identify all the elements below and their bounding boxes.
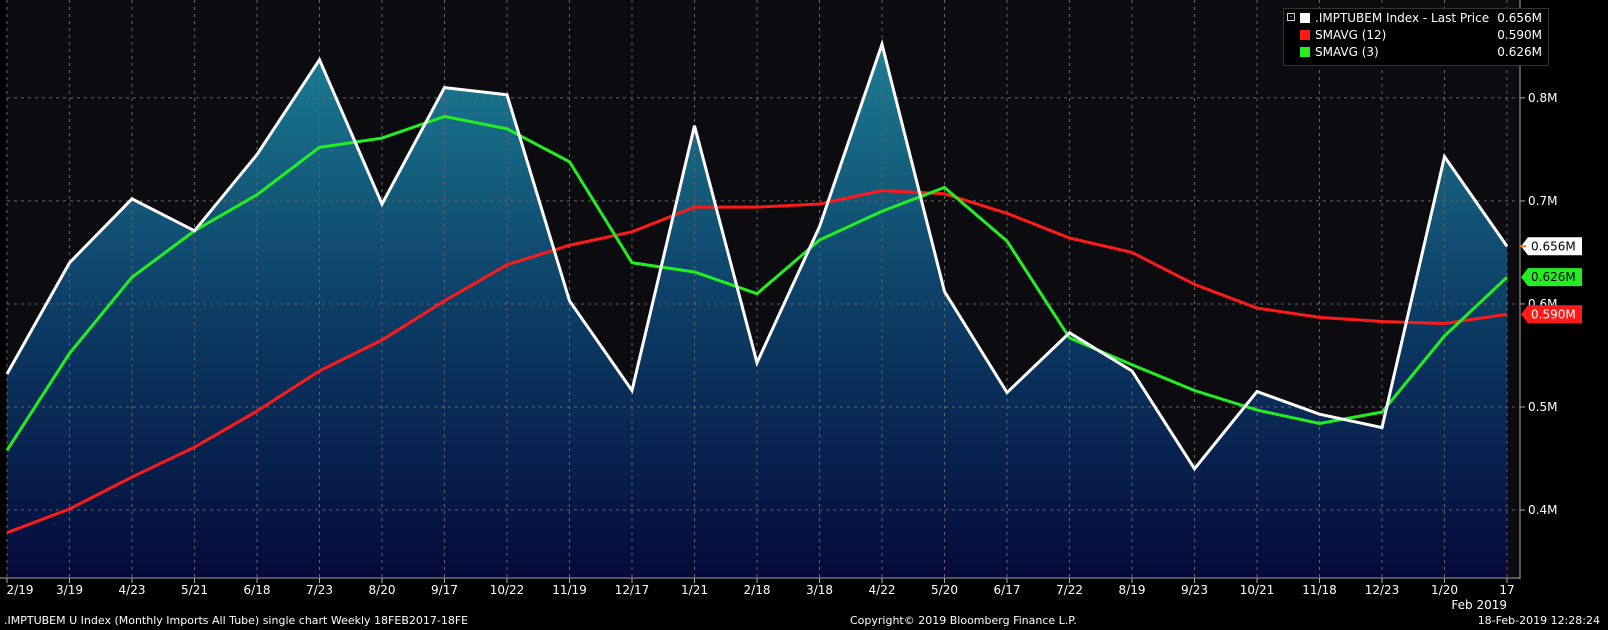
x-tick-label: 9/17	[431, 583, 458, 597]
x-tick-label: 7/22	[1056, 583, 1083, 597]
x-tick-label: 12/17	[615, 583, 650, 597]
legend-item: .IMPTUBEM Index - Last Price 0.656M	[1284, 10, 1548, 26]
series-line	[5, 39, 1509, 472]
x-tick-label: 5/20	[931, 583, 958, 597]
x-tick-label: 11/18	[1302, 583, 1337, 597]
x-tick-label: 12/23	[1365, 583, 1400, 597]
legend-value: 0.590M	[1497, 28, 1542, 42]
y-tick-label: 0.5M	[1528, 400, 1557, 414]
footer-timestamp: 18-Feb-2019 12:28:24	[1477, 614, 1600, 627]
x-axis-year-label: Feb 2019	[1451, 598, 1507, 612]
x-tick-label: 9/23	[1181, 583, 1208, 597]
legend-value: 0.626M	[1497, 45, 1542, 59]
y-tick-label: 0.7M	[1528, 194, 1557, 208]
legend-swatch	[1300, 13, 1310, 23]
legend-swatch	[1300, 30, 1310, 40]
legend-item: SMAVG (12) 0.590M	[1284, 27, 1548, 43]
x-tick-label: 17	[1499, 583, 1514, 597]
x-tick-label: 2/18	[744, 583, 771, 597]
x-tick-label: 8/20	[369, 583, 396, 597]
last-value-tag-text: 0.626M	[1531, 270, 1576, 284]
last-value-tag-bg	[1521, 268, 1582, 287]
legend-swatch	[1300, 47, 1310, 57]
series-line	[6, 189, 1508, 535]
x-tick-label: 4/23	[119, 583, 146, 597]
x-tick-label: 6/18	[244, 583, 271, 597]
x-tick-label: 10/21	[1240, 583, 1275, 597]
x-tick-label: 6/17	[994, 583, 1021, 597]
footer-chart-description: .IMPTUBEM U Index (Monthly Imports All T…	[4, 614, 469, 627]
legend-value: 0.656M	[1497, 11, 1542, 25]
y-tick-label: 0.4M	[1528, 503, 1557, 517]
last-value-tag-bg	[1521, 305, 1582, 324]
legend-label: SMAVG (12)	[1315, 28, 1387, 42]
footer-copyright: Copyright© 2019 Bloomberg Finance L.P.	[850, 614, 1077, 627]
last-value-tag: 0.626M	[1521, 268, 1582, 287]
legend: - .IMPTUBEM Index - Last Price 0.656M SM…	[1283, 8, 1549, 66]
last-value-tag-text: 0.656M	[1531, 239, 1576, 253]
legend-label: SMAVG (3)	[1315, 45, 1379, 59]
y-tick-label: 0.8M	[1528, 91, 1557, 105]
x-tick-label: 1/20	[1431, 583, 1458, 597]
x-tick-label: 11/19	[552, 583, 587, 597]
x-tick-label: 4/22	[869, 583, 896, 597]
x-tick-label: 3/19	[56, 583, 83, 597]
legend-collapse-icon[interactable]: -	[1287, 13, 1295, 21]
x-tick-label: 7/23	[306, 583, 333, 597]
last-value-tag-text: 0.590M	[1531, 307, 1576, 321]
last-value-tag: 0.656M	[1521, 237, 1582, 256]
x-tick-label: 1/21	[681, 583, 708, 597]
series-line	[5, 114, 1509, 452]
x-tick-label: 3/18	[806, 583, 833, 597]
x-tick-label: 10/22	[490, 583, 525, 597]
x-tick-label: 2/19	[7, 583, 34, 597]
x-tick-label: 5/21	[181, 583, 208, 597]
legend-label: .IMPTUBEM Index - Last Price	[1315, 11, 1490, 25]
x-tick-label: 8/19	[1119, 583, 1146, 597]
last-value-tag: 0.590M	[1521, 305, 1582, 324]
legend-item: SMAVG (3) 0.626M	[1284, 44, 1548, 60]
last-value-tag-bg	[1521, 237, 1582, 256]
